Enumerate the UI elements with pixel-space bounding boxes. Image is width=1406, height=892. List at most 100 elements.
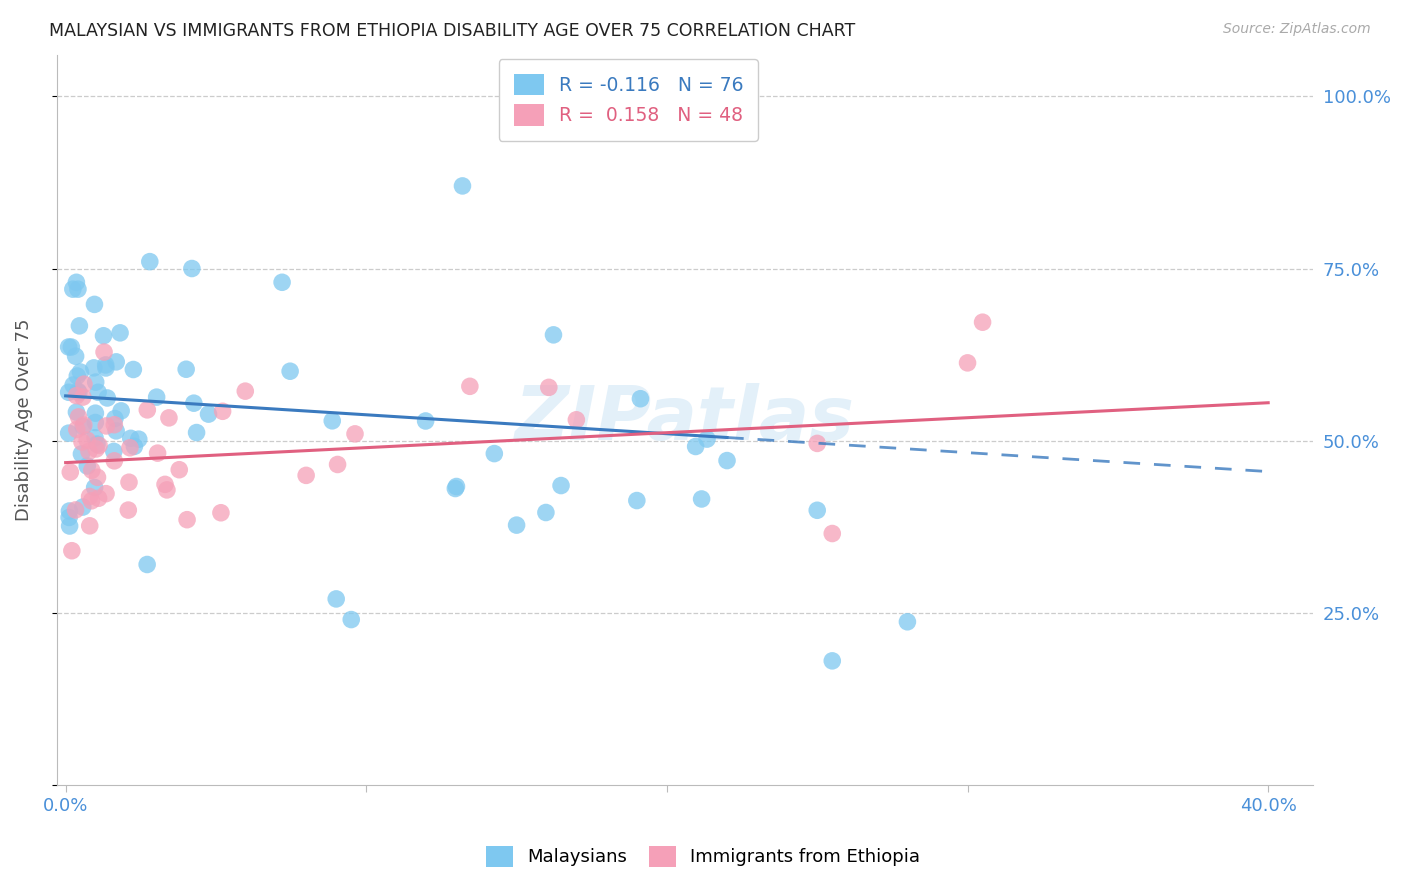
Point (79, 518, 101, 533)
Point (94, 486, 117, 500)
Point (446, 479, 468, 493)
Point (139, 254, 162, 268)
Point (534, 506, 557, 520)
Point (956, 356, 979, 370)
Point (104, 411, 127, 425)
Point (626, 493, 648, 508)
Point (58, 504, 80, 518)
Point (83, 297, 105, 311)
Point (180, 261, 202, 276)
Point (58, 340, 80, 354)
Point (176, 513, 198, 527)
Point (117, 503, 139, 517)
Point (65, 405, 87, 419)
Point (58, 426, 80, 441)
Point (87, 491, 110, 506)
Point (118, 441, 141, 455)
Point (209, 506, 232, 520)
Point (94, 358, 117, 372)
Point (157, 410, 180, 425)
Point (58, 510, 80, 524)
Point (128, 432, 150, 446)
Point (458, 379, 481, 393)
Point (110, 404, 132, 418)
Point (67, 385, 90, 400)
Point (120, 431, 142, 445)
Point (76, 433, 98, 447)
Point (233, 384, 256, 399)
Point (505, 518, 527, 533)
Point (96, 391, 118, 405)
Text: ZIPatlas: ZIPatlas (515, 384, 855, 457)
Point (66, 422, 89, 436)
Point (73, 377, 96, 392)
Point (93, 345, 115, 359)
Point (87, 438, 110, 452)
Point (145, 390, 167, 404)
Point (66, 384, 89, 398)
Point (136, 403, 159, 417)
Point (73, 418, 96, 433)
Legend: R = -0.116   N = 76, R =  0.158   N = 48: R = -0.116 N = 76, R = 0.158 N = 48 (499, 59, 758, 141)
Point (211, 404, 233, 418)
Point (66, 369, 89, 384)
Point (806, 503, 828, 517)
Point (105, 355, 128, 369)
Point (174, 362, 197, 376)
Y-axis label: Disability Age Over 75: Disability Age Over 75 (15, 318, 32, 521)
Point (340, 613, 363, 627)
Point (80, 463, 103, 477)
Point (696, 432, 718, 446)
Point (87, 385, 110, 400)
Point (167, 463, 190, 477)
Point (537, 380, 560, 394)
Point (186, 425, 208, 440)
Point (86, 437, 108, 451)
Point (543, 327, 565, 342)
Point (84, 375, 107, 389)
Point (122, 362, 145, 376)
Point (716, 453, 738, 467)
Point (96, 419, 118, 434)
Point (156, 483, 179, 497)
Point (70, 447, 93, 461)
Point (565, 413, 588, 427)
Point (58, 385, 80, 400)
Point (60, 340, 83, 354)
Legend: Malaysians, Immigrants from Ethiopia: Malaysians, Immigrants from Ethiopia (477, 837, 929, 876)
Point (444, 482, 467, 496)
Point (197, 407, 219, 421)
Point (84, 406, 107, 420)
Point (550, 478, 572, 492)
Point (93, 328, 115, 343)
Point (118, 475, 141, 490)
Point (690, 491, 713, 506)
Point (321, 414, 343, 428)
Point (153, 477, 176, 491)
Point (67, 409, 90, 424)
Point (84, 416, 107, 430)
Point (72, 419, 94, 434)
Point (67, 318, 90, 333)
Point (325, 591, 347, 606)
Point (70, 435, 93, 450)
Point (65, 349, 87, 363)
Point (65, 503, 87, 517)
Point (84, 442, 107, 456)
Point (821, 526, 844, 541)
Point (295, 468, 318, 483)
Point (806, 436, 828, 450)
Point (72, 390, 94, 404)
Point (80, 493, 103, 508)
Point (69, 365, 91, 379)
Point (124, 439, 146, 453)
Point (79, 490, 101, 504)
Point (183, 396, 205, 410)
Point (60, 543, 83, 558)
Point (278, 364, 301, 378)
Point (484, 447, 506, 461)
Point (65, 275, 87, 289)
Point (103, 417, 125, 432)
Point (896, 615, 918, 629)
Point (146, 446, 169, 460)
